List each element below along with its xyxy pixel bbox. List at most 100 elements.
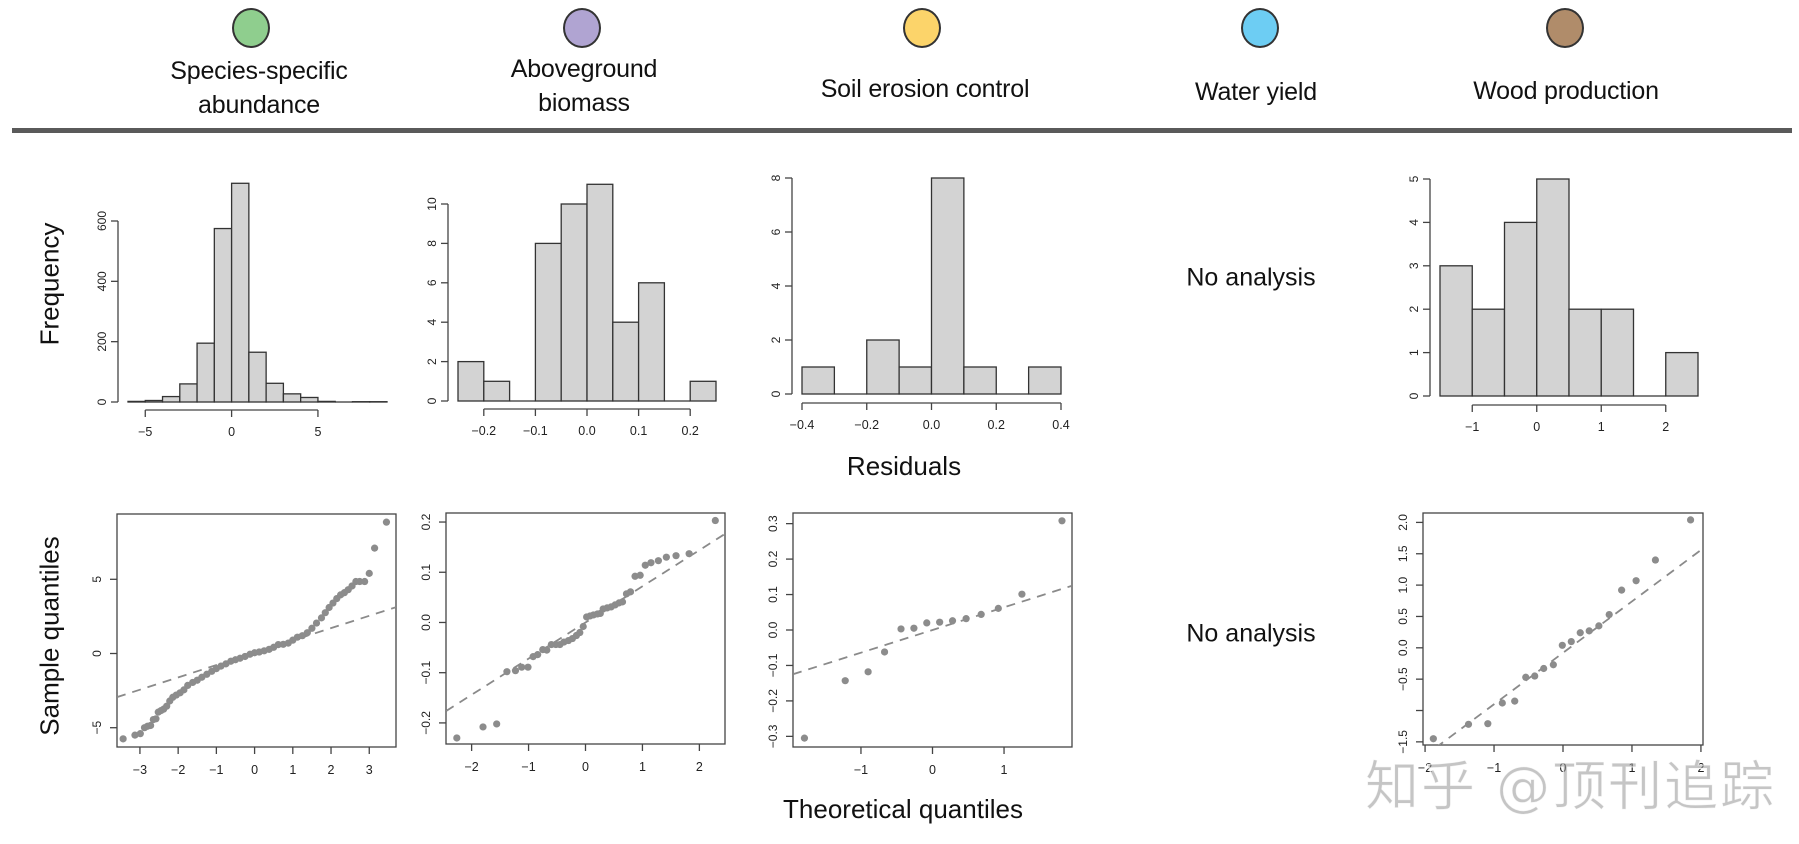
histogram-bar — [930, 177, 965, 395]
frequency-axis-title: Frequency — [34, 222, 65, 346]
title-line: Aboveground — [510, 55, 658, 83]
x-tick-label: 0 — [228, 425, 235, 439]
qq-point — [1558, 641, 1566, 649]
x-tick-label: −0.2 — [471, 424, 496, 438]
service-title-water-yield: Water yield — [1195, 75, 1317, 109]
x-tick-label: 0.0 — [923, 418, 940, 432]
y-tick-label: 0.1 — [766, 586, 780, 603]
x-tick-label: 0 — [251, 763, 258, 777]
qq-point — [303, 629, 311, 637]
hist-abundance: 0 200 400 600 −5 0 5 — [95, 182, 388, 439]
qq-point — [308, 624, 316, 632]
x-tick-label: −5 — [138, 425, 152, 439]
qq-point — [576, 628, 584, 637]
x-tick-label: 0 — [582, 760, 589, 774]
qq-point — [672, 552, 680, 560]
qq-point — [1605, 610, 1613, 619]
x-tick-label: 0 — [1560, 761, 1567, 775]
x-tick-label: −1 — [521, 760, 535, 774]
y-tick-label: −0.1 — [419, 661, 433, 685]
histogram-bar — [248, 351, 267, 403]
residuals-axis-title: Residuals — [846, 451, 962, 481]
hist-soil: 0 2 4 6 8 −0.4 −0.2 0.0 0.2 0.4 — [769, 174, 1070, 432]
qq-reference-line — [1437, 547, 1703, 745]
y-tick-label: 0.0 — [419, 614, 433, 631]
qq-point — [647, 559, 655, 567]
qq-point — [1058, 517, 1066, 525]
qq-point — [511, 667, 520, 675]
qq-point — [163, 702, 171, 710]
qq-point — [626, 588, 635, 596]
x-tick-label: −0.4 — [790, 418, 815, 432]
histogram-bar — [898, 366, 933, 395]
x-tick-label: −3 — [133, 763, 147, 777]
y-tick-label: 4 — [425, 319, 439, 326]
service-title-soil-erosion: Soil erosion control — [821, 72, 1030, 106]
qq-reference-line — [793, 584, 1072, 676]
y-tick-label: 0.0 — [766, 621, 780, 638]
title-line: biomass — [538, 89, 630, 117]
histogram-bar — [196, 342, 215, 403]
qq-point — [936, 618, 944, 626]
x-tick-label: 2 — [328, 763, 335, 777]
histogram-bar — [866, 339, 900, 395]
service-title-wood-production: Wood production — [1473, 74, 1659, 108]
qq-point — [1567, 637, 1575, 646]
histogram-bar — [265, 382, 285, 403]
qq-point — [136, 730, 144, 738]
legend-circle-wood-production — [1546, 8, 1584, 48]
x-tick-label: 3 — [366, 763, 373, 777]
qq-biomass: −2 −1 0 1 2 −0.2 −0.1 0.0 0.1 0.2 — [419, 512, 726, 774]
histogram-bar — [179, 383, 198, 403]
y-tick-label: 0 — [90, 650, 104, 657]
qq-point — [1686, 516, 1695, 524]
histogram-bar — [282, 393, 302, 403]
y-tick-label: 10 — [425, 197, 439, 211]
histogram-bar — [801, 366, 836, 395]
hist-biomass: 0 2 4 6 8 10 −0.2 −0.1 0.0 0.1 0.2 — [425, 183, 717, 438]
histogram-bar — [1471, 308, 1506, 397]
x-tick-label: 5 — [314, 425, 321, 439]
qq-reference-line — [446, 533, 725, 712]
y-tick-label: 0.1 — [419, 564, 433, 581]
qq-point — [800, 734, 809, 742]
qq-point — [1540, 664, 1548, 673]
x-tick-label: −2 — [464, 760, 478, 774]
qq-point — [119, 735, 127, 743]
qq-point — [147, 721, 155, 730]
qq-point — [579, 622, 587, 631]
y-tick-label: 0.3 — [766, 515, 780, 532]
qq-wood: −2 −1 0 1 2 −1.5 −0.5 0.0 0.5 1.0 1.5 2.0 — [1396, 512, 1704, 775]
y-tick-label: 8 — [769, 174, 783, 181]
histogram-bar — [637, 282, 666, 402]
title-line: abundance — [198, 91, 320, 119]
x-tick-label: 0.0 — [578, 424, 595, 438]
qq-point — [1632, 577, 1640, 585]
x-tick-label: −2 — [171, 763, 185, 777]
histogram-bar — [1568, 308, 1602, 397]
y-tick-label: 4 — [1407, 219, 1421, 226]
histogram-bar — [1503, 221, 1538, 397]
legend-circle-soil-erosion — [903, 8, 941, 48]
y-tick-label: 5 — [1407, 175, 1421, 182]
qq-point — [864, 668, 872, 676]
qq-point — [317, 614, 326, 622]
histogram-bar — [317, 400, 336, 403]
y-tick-label: −5 — [90, 721, 104, 735]
histogram-bar — [963, 366, 997, 395]
qq-point — [1018, 590, 1026, 598]
qq-point — [1651, 556, 1660, 564]
plot-box — [116, 513, 397, 748]
y-tick-label: 2.0 — [1396, 514, 1410, 531]
qq-soil: −1 0 1 −0.3 −0.2 −0.1 0.0 0.1 0.2 0.3 — [766, 512, 1073, 777]
y-tick-label: 600 — [95, 211, 109, 231]
x-tick-label: 1 — [1628, 761, 1635, 775]
x-tick-label: −0.1 — [523, 424, 548, 438]
plot-box — [1422, 512, 1704, 746]
histogram-bar — [1536, 178, 1570, 397]
histogram-bar — [689, 380, 717, 402]
title-line: Wood production — [1473, 77, 1659, 105]
y-tick-label: 5 — [90, 576, 104, 583]
theoretical-quantiles-axis-title: Theoretical quantiles — [783, 794, 1023, 824]
x-tick-label: 0 — [1533, 420, 1540, 434]
